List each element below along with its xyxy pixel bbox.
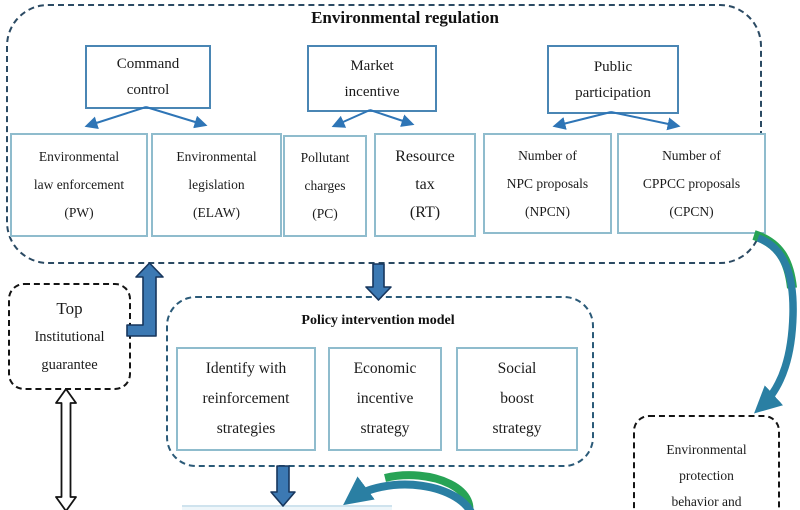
box-reinforcement-strategy: Identify with reinforcement strategies (176, 347, 316, 451)
arrow-regulation-to-policy (365, 263, 392, 301)
box-environmental-protection-behavior: Environmental protection behavior and (633, 415, 780, 510)
box-economic-incentive-strategy: Economic incentive strategy (328, 347, 442, 451)
text-line: (NPCN) (524, 203, 570, 219)
text-line: Institutional (34, 328, 105, 345)
environmental-regulation-title: Environmental regulation (311, 8, 499, 27)
text-line: NPC proposals (506, 175, 589, 191)
box-social-boost-strategy: Social boost strategy (456, 347, 578, 451)
box-npc-proposals: Number of NPC proposals (NPCN) (483, 133, 612, 234)
text-line: CPPCC proposals (642, 175, 741, 191)
box-command-control: Command control (85, 45, 211, 109)
text-line: (RT) (409, 204, 441, 221)
box-market-incentive: Market incentive (307, 45, 437, 112)
text-line: legislation (188, 177, 245, 192)
box-environmental-legislation: Environmental legislation (ELAW) (151, 133, 282, 237)
policy-intervention-title: Policy intervention model (301, 313, 455, 328)
text-line: strategies (216, 420, 276, 437)
text-line: Resource (395, 148, 455, 165)
text-line: Environmental (666, 442, 747, 457)
box-cppcc-proposals: Number of CPPCC proposals (CPCN) (617, 133, 766, 234)
text-line: tax (415, 176, 435, 193)
text-line: Environmental (38, 149, 120, 164)
text-line: Number of (662, 147, 721, 163)
text-line: strategy (492, 420, 542, 437)
text-line: control (126, 82, 170, 98)
text-line: Number of (518, 147, 577, 163)
text-line: incentive (344, 83, 400, 100)
arrow-policy-down (270, 465, 296, 507)
curve-green-bottom (384, 471, 474, 510)
text-line: reinforcement (202, 390, 290, 407)
text-line: participation (575, 84, 651, 101)
text-line: (PW) (64, 205, 94, 220)
box-environmental-law-enforcement: Environmental law enforcement (PW) (10, 133, 148, 237)
text-line: Pollutant (300, 150, 350, 165)
text-line: law enforcement (33, 177, 125, 192)
text-line: Environmental (176, 149, 257, 164)
arrow-hollow-guarantee-vertical (55, 388, 77, 510)
text-line: Identify with (205, 360, 287, 377)
arrow-guarantee-to-regulation (126, 262, 164, 337)
text-line: strategy (360, 420, 410, 437)
text-line: guarantee (41, 356, 98, 373)
box-resource-tax: Resource tax (RT) (374, 133, 476, 237)
text-line: boost (500, 390, 534, 407)
text-line: Market (350, 57, 394, 74)
box-top-institutional-guarantee: Top Institutional guarantee (8, 283, 131, 390)
text-line: Social (497, 360, 537, 377)
text-line: Command (116, 56, 180, 72)
text-line: charges (304, 178, 346, 193)
text-line: Public (593, 58, 633, 75)
text-line: (PC) (312, 206, 338, 221)
text-line: incentive (356, 390, 414, 407)
text-line: Top (56, 298, 83, 318)
box-pollutant-charges: Pollutant charges (PC) (283, 135, 367, 237)
text-line: (CPCN) (669, 203, 714, 219)
cutoff-box-edge (182, 505, 392, 510)
text-line: behavior and (671, 494, 742, 509)
curve-arrow-regulation-to-behavior (754, 234, 797, 414)
text-line: Economic (353, 360, 417, 377)
text-line: protection (679, 468, 734, 483)
box-public-participation: Public participation (547, 45, 679, 114)
text-line: (ELAW) (193, 205, 240, 220)
curve-green-right (752, 230, 797, 289)
